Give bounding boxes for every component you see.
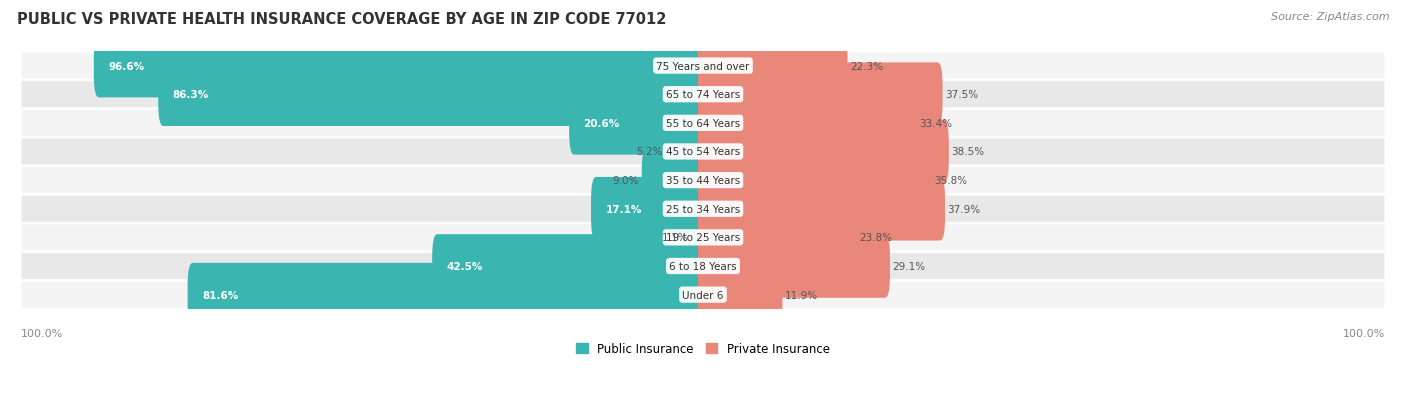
FancyBboxPatch shape [94, 35, 709, 98]
Text: 23.8%: 23.8% [859, 233, 893, 243]
Text: 9.0%: 9.0% [613, 176, 640, 186]
Text: 29.1%: 29.1% [893, 261, 925, 271]
FancyBboxPatch shape [569, 92, 709, 155]
Text: Source: ZipAtlas.com: Source: ZipAtlas.com [1271, 12, 1389, 22]
Text: 37.5%: 37.5% [945, 90, 979, 100]
FancyBboxPatch shape [21, 196, 1385, 223]
Text: 11.9%: 11.9% [785, 290, 818, 300]
FancyBboxPatch shape [159, 63, 709, 127]
FancyBboxPatch shape [697, 121, 949, 184]
Text: 17.1%: 17.1% [606, 204, 641, 214]
Text: 5.2%: 5.2% [637, 147, 664, 157]
FancyBboxPatch shape [21, 139, 1385, 166]
Text: 20.6%: 20.6% [583, 119, 620, 128]
FancyBboxPatch shape [591, 178, 709, 241]
Text: 19 to 25 Years: 19 to 25 Years [666, 233, 740, 243]
FancyBboxPatch shape [697, 149, 932, 212]
FancyBboxPatch shape [21, 167, 1385, 194]
FancyBboxPatch shape [665, 121, 709, 184]
FancyBboxPatch shape [697, 92, 917, 155]
Text: 86.3%: 86.3% [173, 90, 209, 100]
Text: 35.8%: 35.8% [935, 176, 967, 186]
Text: 81.6%: 81.6% [202, 290, 238, 300]
Text: 33.4%: 33.4% [920, 119, 952, 128]
FancyBboxPatch shape [21, 224, 1385, 251]
FancyBboxPatch shape [21, 110, 1385, 137]
FancyBboxPatch shape [432, 235, 709, 298]
FancyBboxPatch shape [697, 206, 856, 270]
Legend: Public Insurance, Private Insurance: Public Insurance, Private Insurance [571, 337, 835, 360]
Text: PUBLIC VS PRIVATE HEALTH INSURANCE COVERAGE BY AGE IN ZIP CODE 77012: PUBLIC VS PRIVATE HEALTH INSURANCE COVER… [17, 12, 666, 27]
FancyBboxPatch shape [697, 35, 848, 98]
Text: 35 to 44 Years: 35 to 44 Years [666, 176, 740, 186]
Text: 22.3%: 22.3% [851, 62, 883, 71]
Text: 38.5%: 38.5% [952, 147, 984, 157]
Text: 25 to 34 Years: 25 to 34 Years [666, 204, 740, 214]
Text: 42.5%: 42.5% [447, 261, 482, 271]
FancyBboxPatch shape [641, 149, 709, 212]
Text: Under 6: Under 6 [682, 290, 724, 300]
Text: 100.0%: 100.0% [21, 328, 63, 338]
FancyBboxPatch shape [697, 178, 945, 241]
Text: 65 to 74 Years: 65 to 74 Years [666, 90, 740, 100]
Text: 55 to 64 Years: 55 to 64 Years [666, 119, 740, 128]
FancyBboxPatch shape [21, 53, 1385, 80]
FancyBboxPatch shape [697, 63, 942, 127]
Text: 96.6%: 96.6% [108, 62, 145, 71]
FancyBboxPatch shape [692, 206, 709, 270]
FancyBboxPatch shape [187, 263, 709, 327]
FancyBboxPatch shape [21, 282, 1385, 309]
FancyBboxPatch shape [21, 81, 1385, 108]
Text: 37.9%: 37.9% [948, 204, 980, 214]
Text: 45 to 54 Years: 45 to 54 Years [666, 147, 740, 157]
Text: 1.1%: 1.1% [662, 233, 689, 243]
FancyBboxPatch shape [697, 235, 890, 298]
Text: 75 Years and over: 75 Years and over [657, 62, 749, 71]
Text: 6 to 18 Years: 6 to 18 Years [669, 261, 737, 271]
Text: 100.0%: 100.0% [1343, 328, 1385, 338]
FancyBboxPatch shape [21, 253, 1385, 280]
FancyBboxPatch shape [697, 263, 782, 327]
